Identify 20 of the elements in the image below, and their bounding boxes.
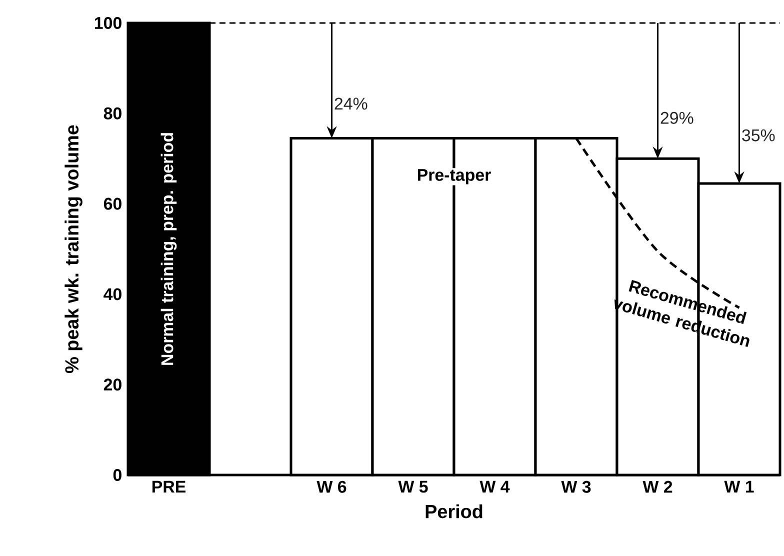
annotation: Pre-taper [418, 169, 491, 184]
annotation: 35% [742, 129, 775, 142]
annotation: 24% [334, 98, 368, 110]
y-tick-label: 60 [104, 198, 122, 210]
x-tick-label: W 2 [642, 480, 672, 493]
y-axis-title: % peak wk. training volume [64, 125, 82, 374]
x-tick-label: W 1 [724, 480, 754, 492]
y-tick-label: 80 [104, 107, 122, 120]
x-tick-label: PRE [152, 480, 186, 492]
y-tick-label: 100 [94, 17, 122, 29]
y-tick-label: 20 [104, 378, 122, 391]
annotation: 29% [660, 112, 694, 124]
x-tick-label: W 6 [316, 480, 346, 493]
annotation: Normal training, prep. period [160, 133, 177, 365]
y-tick-label: 40 [104, 288, 122, 300]
x-tick-label: W 3 [561, 480, 591, 493]
x-tick-label: W 4 [480, 480, 510, 492]
x-axis-title: Period [426, 504, 482, 518]
y-tick-label: 0 [113, 469, 122, 482]
x-tick-label: W 5 [398, 480, 428, 493]
